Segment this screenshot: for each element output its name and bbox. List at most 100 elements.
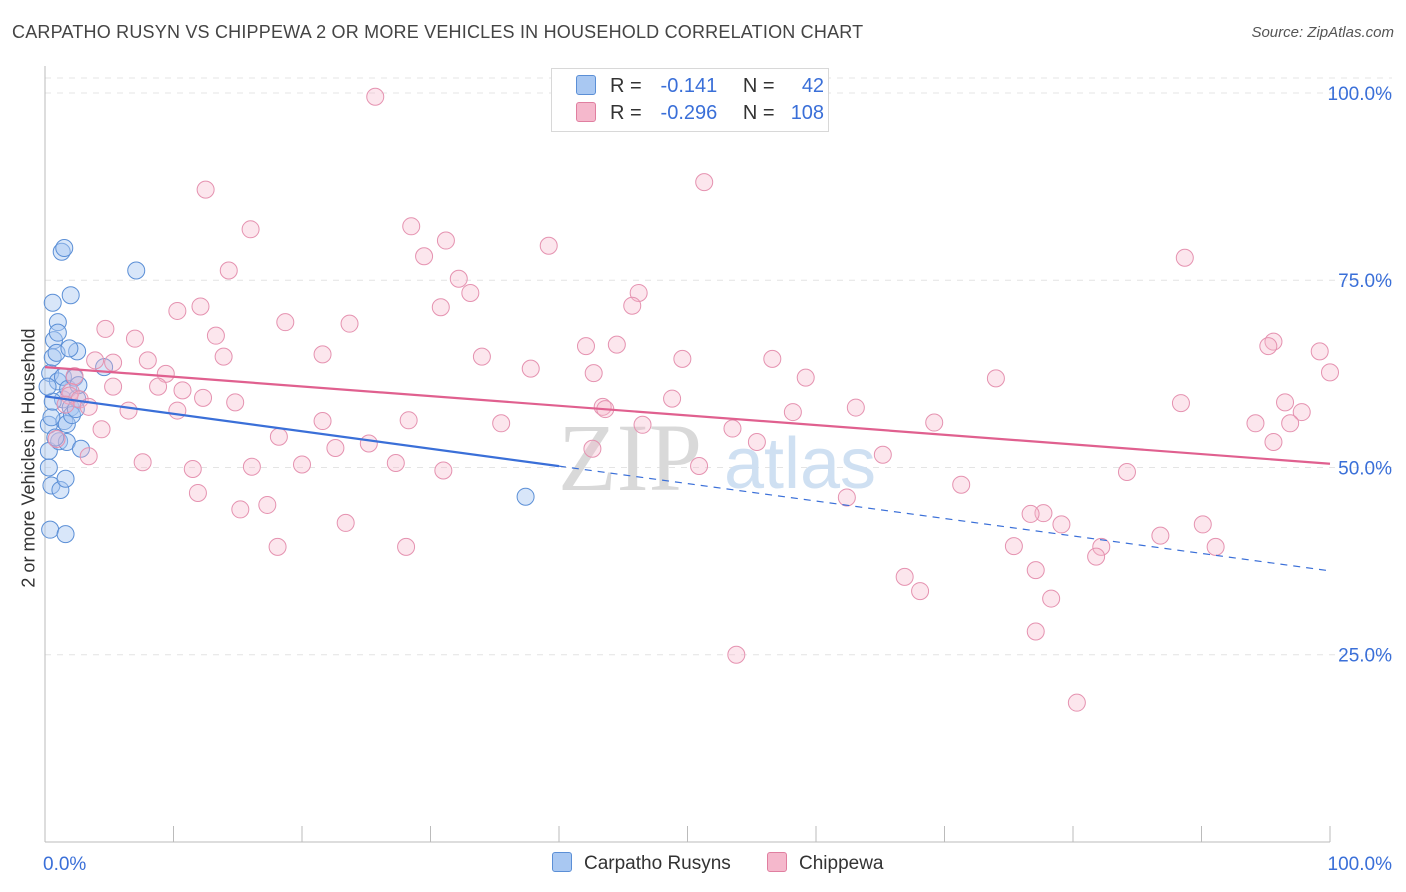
- data-point: [593, 397, 612, 416]
- data-point: [276, 313, 295, 332]
- data-point: [293, 455, 311, 474]
- data-point: [39, 458, 58, 477]
- trend-line-solid: [44, 395, 560, 468]
- data-point: [138, 351, 157, 370]
- data-point: [1310, 342, 1329, 361]
- data-point: [837, 488, 856, 507]
- stats-legend: R = -0.141 N = 42 R = -0.296 N = 108: [551, 68, 829, 132]
- data-point: [168, 301, 187, 320]
- data-point: [521, 359, 540, 378]
- data-point: [133, 453, 152, 472]
- data-point: [86, 351, 105, 370]
- legend-r-value: -0.141: [660, 75, 718, 97]
- data-point: [690, 456, 709, 475]
- data-point: [1206, 537, 1225, 556]
- legend-n-label: N =: [742, 102, 775, 124]
- data-point: [125, 329, 144, 348]
- x-tick-label: 0.0%: [43, 854, 86, 875]
- data-point: [268, 537, 287, 556]
- y-tick-label: 25.0%: [1338, 646, 1392, 667]
- data-point: [673, 349, 692, 368]
- source-credit: Source: ZipAtlas.com: [1251, 24, 1394, 41]
- data-point: [1276, 393, 1295, 412]
- data-point: [42, 408, 61, 427]
- bottom-legend-carpatho[interactable]: Carpatho Rusyns: [552, 852, 731, 875]
- grid-lines: [45, 77, 1392, 656]
- data-point: [56, 469, 75, 488]
- data-point: [1026, 622, 1045, 641]
- data-point: [1151, 526, 1170, 545]
- legend-n-value: 42: [801, 75, 825, 97]
- data-point: [436, 231, 455, 250]
- data-point: [1087, 547, 1106, 566]
- data-point: [1259, 337, 1278, 356]
- bottom-legend-chippewa[interactable]: Chippewa: [767, 852, 884, 875]
- data-point: [539, 236, 558, 255]
- legend-swatch-carpatho: [552, 852, 572, 872]
- data-point: [747, 433, 766, 452]
- data-point: [397, 537, 416, 556]
- axes: [44, 66, 1331, 843]
- data-point: [796, 368, 815, 387]
- data-point: [1052, 515, 1071, 534]
- data-point: [119, 401, 138, 420]
- legend-swatch-chippewa: [576, 102, 596, 122]
- data-point: [242, 457, 261, 476]
- data-point: [191, 297, 210, 316]
- data-point: [366, 87, 385, 106]
- y-axis-label: 2 or more Vehicles in Household: [18, 328, 39, 588]
- data-point: [431, 298, 450, 317]
- data-point: [449, 269, 468, 288]
- data-point: [1193, 515, 1212, 534]
- data-point: [92, 420, 111, 439]
- data-point: [60, 339, 79, 358]
- data-point: [695, 173, 714, 192]
- data-point: [925, 413, 944, 432]
- data-point: [96, 319, 115, 338]
- legend-n-value: 108: [790, 102, 825, 124]
- data-point: [241, 220, 260, 239]
- data-point: [402, 217, 421, 236]
- data-point: [1092, 537, 1111, 556]
- data-point: [516, 487, 535, 506]
- data-point: [633, 415, 652, 434]
- tick-labels: 25.0% 50.0% 75.0% 100.0% 0.0% 100.0%: [43, 84, 1392, 875]
- data-point: [51, 480, 70, 499]
- data-point: [47, 430, 66, 449]
- x-tick-label: 100.0%: [1328, 854, 1393, 875]
- data-point: [461, 283, 480, 302]
- bottom-legend-label: Chippewa: [799, 853, 884, 874]
- data-point: [472, 347, 491, 366]
- data-point: [214, 347, 233, 366]
- data-point: [895, 567, 914, 586]
- data-point: [1026, 561, 1045, 580]
- data-point: [55, 239, 74, 258]
- data-point: [326, 439, 345, 458]
- data-point: [584, 364, 603, 383]
- legend-n-label: N =: [742, 75, 775, 97]
- data-point: [231, 500, 250, 519]
- data-point: [219, 261, 238, 280]
- data-point: [48, 313, 67, 332]
- data-point: [492, 414, 511, 433]
- data-point: [38, 377, 57, 396]
- data-point: [313, 412, 332, 431]
- data-point: [168, 401, 187, 420]
- data-point: [1004, 537, 1023, 556]
- data-point: [48, 323, 67, 342]
- data-point: [399, 411, 418, 430]
- data-point: [258, 495, 277, 514]
- data-point: [226, 393, 245, 412]
- trend-lines: [44, 366, 1331, 572]
- data-point: [79, 447, 98, 466]
- data-point: [727, 645, 746, 664]
- data-point: [183, 459, 202, 478]
- data-point: [196, 180, 215, 199]
- data-point: [188, 483, 207, 502]
- data-point: [313, 345, 332, 364]
- data-point: [149, 377, 168, 396]
- data-point: [583, 439, 602, 458]
- data-point: [763, 349, 782, 368]
- trend-line-solid: [44, 366, 1331, 465]
